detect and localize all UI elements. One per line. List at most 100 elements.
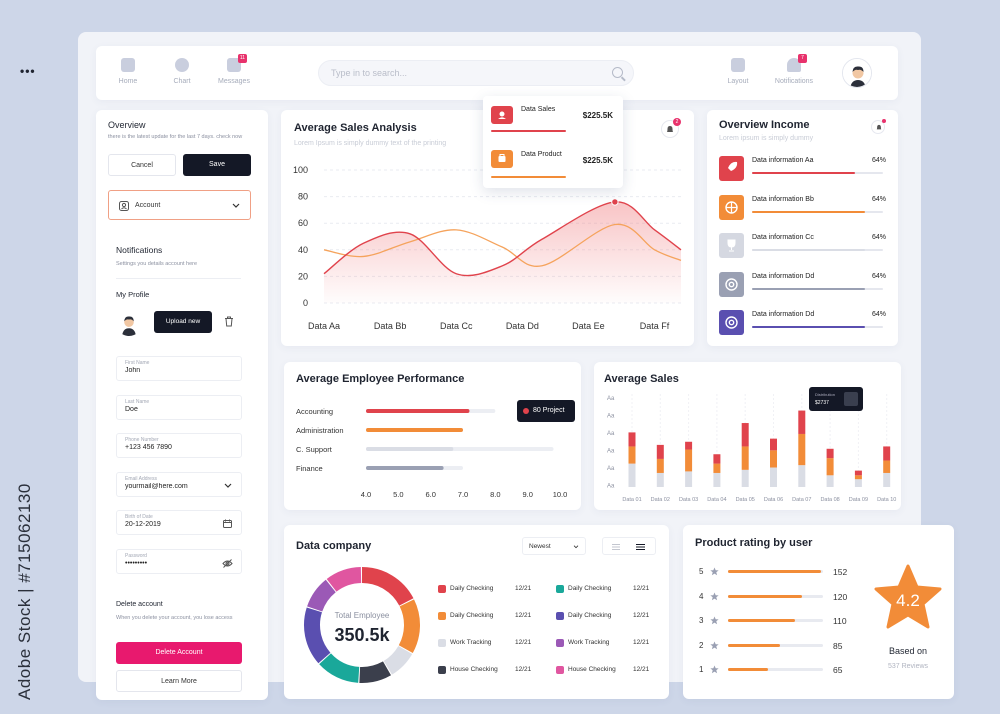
stacked-bar-segment	[628, 432, 636, 447]
stacked-bar-segment	[628, 446, 636, 464]
dob-input[interactable]	[125, 521, 225, 528]
x-tick-label: 7.0	[458, 490, 468, 499]
popup-bar-sales	[491, 130, 566, 132]
nav-chart[interactable]: Chart	[154, 58, 210, 85]
bell-icon	[667, 126, 673, 133]
legend-swatch	[556, 612, 564, 620]
delete-account-button[interactable]: Delete Account	[116, 642, 242, 664]
divider	[116, 278, 241, 279]
search-input[interactable]	[319, 61, 579, 85]
bell-icon	[876, 124, 881, 130]
profile-avatar	[116, 310, 142, 336]
legend-value: 12/21	[515, 585, 532, 592]
average-sales-card: Average Sales Aa Aa Aa Aa Aa Aa Data 01 Data 02…	[594, 362, 901, 510]
y-tick-label: 20	[298, 271, 308, 281]
sales-icon	[491, 106, 513, 124]
learn-more-button[interactable]: Learn More	[116, 670, 242, 692]
bar	[366, 409, 470, 413]
stacked-bar-segment	[798, 465, 806, 487]
legend-value: 12/21	[515, 612, 532, 619]
email-input[interactable]	[125, 483, 225, 490]
income-progress-track	[752, 287, 883, 290]
rating-stars-label: 4	[699, 591, 704, 601]
x-tick-label: 4.0	[361, 490, 371, 499]
list-view-icon[interactable]	[636, 544, 645, 550]
calendar-icon[interactable]	[223, 519, 232, 528]
sales-analysis-title: Average Sales Analysis	[294, 122, 417, 134]
upload-new-button[interactable]: Upload new	[154, 311, 212, 333]
delete-account-title: Delete account	[116, 601, 163, 608]
stacked-bar-segment	[798, 410, 806, 434]
nav-notifications[interactable]: 7 Notifications	[774, 54, 814, 85]
x-tick-label: Data Dd	[506, 321, 539, 331]
avatar-icon	[122, 316, 136, 336]
stacked-bar-segment	[770, 450, 777, 468]
chevron-down-icon[interactable]	[224, 483, 232, 489]
x-tick-label: Data 02	[651, 497, 670, 503]
more-icon[interactable]: •••	[20, 64, 36, 78]
y-tick-label: Aa	[607, 466, 615, 472]
y-tick-label: Aa	[607, 431, 615, 437]
income-item-label: Data information Dd	[752, 311, 815, 318]
employee-tooltip-text: 80 Project	[533, 407, 565, 414]
stacked-bar-segment	[770, 438, 777, 451]
rating-stars-label: 1	[699, 665, 704, 674]
nav-messages[interactable]: 11 Messages	[218, 54, 250, 85]
peak-point	[611, 198, 619, 206]
password-input[interactable]	[125, 560, 225, 567]
search-icon[interactable]	[612, 67, 623, 78]
income-item-label: Data information Bb	[752, 195, 814, 203]
eye-off-icon[interactable]	[222, 559, 233, 568]
star-icon	[710, 665, 719, 674]
sort-select[interactable]: Newest	[522, 537, 586, 555]
save-button[interactable]: Save	[183, 154, 251, 176]
income-item-percent: 64%	[871, 195, 886, 203]
rating-stars-label: 2	[699, 640, 704, 650]
cancel-button[interactable]: Cancel	[108, 154, 176, 176]
income-item-label: Data information Cc	[752, 234, 814, 241]
last-name-field: Last Name	[116, 395, 242, 420]
x-tick-label: 8.0	[490, 490, 500, 499]
star-icon	[710, 591, 719, 600]
x-tick-label: 10.0	[553, 490, 568, 499]
last-name-input[interactable]	[125, 406, 225, 413]
donut-slice	[326, 567, 362, 592]
sales-bell-button[interactable]: 2	[661, 118, 681, 138]
bar	[366, 428, 463, 432]
x-tick-label: 5.0	[393, 490, 403, 499]
area-fill	[324, 201, 681, 303]
account-select[interactable]: Account	[108, 190, 251, 220]
stacked-bar-segment	[854, 479, 862, 487]
profile-title: My Profile	[116, 290, 150, 299]
y-tick-label: 60	[298, 218, 308, 228]
basketball-icon	[719, 194, 744, 220]
phone-field: Phone Number	[116, 433, 242, 458]
rating-bar-track	[728, 570, 823, 573]
x-tick-label: Data Bb	[374, 321, 407, 331]
income-subtitle: Lorem ipsum is simply dummy	[719, 135, 814, 142]
grid-view-icon[interactable]	[612, 544, 620, 550]
x-tick-label: 9.0	[522, 490, 532, 499]
rating-count: 120	[833, 591, 848, 602]
legend-swatch	[556, 639, 564, 647]
phone-input[interactable]	[125, 444, 225, 451]
income-item-label: Data information Dd	[752, 272, 815, 280]
tooltip-dot	[523, 408, 529, 414]
stacked-bar-segment	[883, 446, 891, 461]
income-bell-button[interactable]	[871, 119, 886, 134]
account-label: Account	[135, 202, 161, 209]
trash-icon[interactable]	[224, 316, 234, 327]
rating-bar-track	[728, 668, 823, 671]
legend-value: 12/21	[633, 585, 650, 592]
rating-title: Product rating by user	[695, 537, 813, 549]
nav-layout[interactable]: Layout	[710, 58, 766, 85]
donut-slice	[398, 599, 420, 653]
nav-home[interactable]: Home	[100, 58, 156, 85]
first-name-input[interactable]	[125, 367, 225, 374]
stacked-bar-segment	[770, 467, 777, 487]
donut-slice	[361, 567, 414, 607]
user-avatar[interactable]	[842, 58, 872, 88]
rating-bar-track	[728, 619, 823, 622]
bar	[366, 466, 444, 470]
rating-bar-fill	[728, 668, 768, 671]
